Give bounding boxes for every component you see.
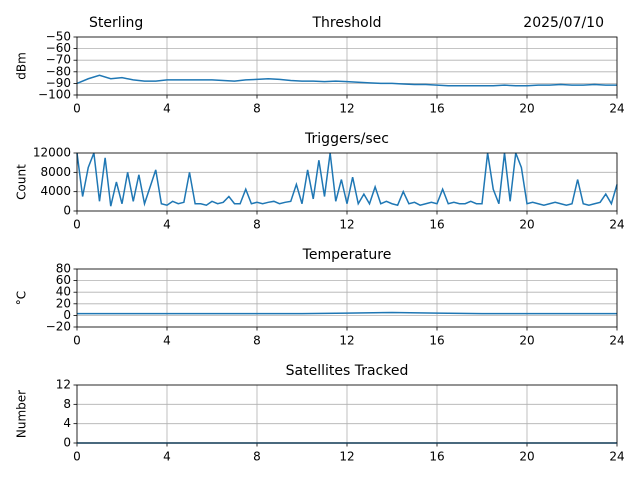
x-tick-label: 4 <box>163 102 171 116</box>
axes-frame <box>76 268 618 328</box>
subplot: Triggers/sec Count 0 4 8 12 16 20 24 0 4000 8000 120… <box>15 131 625 232</box>
x-tick-label: 24 <box>609 334 624 348</box>
x-tick-label: 4 <box>163 218 171 232</box>
x-tick-label: 16 <box>429 218 444 232</box>
x-tick-label: 12 <box>339 334 354 348</box>
x-tick-label: 0 <box>73 450 81 464</box>
y-tick-label: −100 <box>38 88 71 102</box>
subplot-title: Triggers/sec <box>304 131 389 147</box>
y-axis-label: Count <box>15 164 29 200</box>
y-tick-label: −90 <box>46 76 71 90</box>
y-axis-label: Number <box>15 390 29 438</box>
y-tick-label: 12000 <box>33 146 71 160</box>
data-line <box>76 152 618 207</box>
y-tick-label: −60 <box>46 41 71 55</box>
axes-frame <box>76 36 618 96</box>
x-tick-label: 20 <box>519 334 534 348</box>
x-tick-label: 20 <box>519 218 534 232</box>
data-line <box>77 311 617 315</box>
x-tick-label: 4 <box>163 334 171 348</box>
subplot-title: Temperature <box>302 247 392 263</box>
y-tick-label: 0 <box>63 204 71 218</box>
x-tick-label: 24 <box>609 102 624 116</box>
subplot-title: Threshold <box>312 15 382 31</box>
y-tick-label: −80 <box>46 64 71 78</box>
x-tick-label: 16 <box>429 102 444 116</box>
x-tick-label: 0 <box>73 218 81 232</box>
x-tick-label: 8 <box>253 218 261 232</box>
y-tick-label: −50 <box>46 30 71 44</box>
y-tick-label: 8 <box>63 397 71 411</box>
subplot: Satellites Tracked Number 0 4 8 12 16 20 24 0 4 8 12 <box>15 363 625 464</box>
y-tick-label: 12 <box>56 378 71 392</box>
y-tick-label: −70 <box>46 53 71 67</box>
x-tick-label: 8 <box>253 450 261 464</box>
subplot-title: Satellites Tracked <box>286 363 409 379</box>
y-tick-label: 60 <box>56 273 71 287</box>
title-right: 2025/07/10 <box>523 15 604 31</box>
x-tick-label: 20 <box>519 102 534 116</box>
x-tick-label: 4 <box>163 450 171 464</box>
x-tick-label: 8 <box>253 334 261 348</box>
axes-frame <box>76 384 618 444</box>
x-tick-label: 0 <box>73 334 81 348</box>
title-left: Sterling <box>89 15 143 31</box>
x-tick-label: 12 <box>339 102 354 116</box>
y-tick-label: 4000 <box>40 184 71 198</box>
x-tick-label: 24 <box>609 450 624 464</box>
y-tick-label: 0 <box>63 436 71 450</box>
x-tick-label: 12 <box>339 218 354 232</box>
y-tick-label: 8000 <box>40 165 71 179</box>
y-tick-label: 4 <box>63 416 71 430</box>
y-tick-label: 20 <box>56 296 71 310</box>
x-tick-label: 12 <box>339 450 354 464</box>
x-tick-label: 20 <box>519 450 534 464</box>
y-tick-label: 0 <box>63 308 71 322</box>
x-tick-label: 16 <box>429 334 444 348</box>
x-tick-label: 0 <box>73 102 81 116</box>
y-tick-label: 40 <box>56 285 71 299</box>
y-axis-label: °C <box>15 291 29 305</box>
y-tick-label: 80 <box>56 262 71 276</box>
x-tick-label: 8 <box>253 102 261 116</box>
subplot: Sterling Threshold 2025/07/10 dBm 0 4 8 12 16 20 2… <box>15 15 625 116</box>
y-tick-label: −20 <box>46 320 71 334</box>
x-tick-label: 24 <box>609 218 624 232</box>
data-line <box>76 74 617 87</box>
axes-frame <box>76 152 618 212</box>
x-tick-label: 16 <box>429 450 444 464</box>
y-axis-label: dBm <box>15 52 29 80</box>
